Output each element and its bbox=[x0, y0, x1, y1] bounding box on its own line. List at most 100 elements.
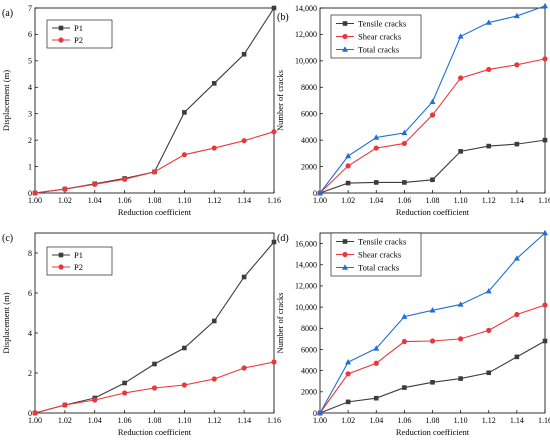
data-point bbox=[151, 169, 158, 175]
legend-marker bbox=[58, 37, 64, 43]
data-point bbox=[429, 98, 436, 105]
data-point bbox=[345, 399, 351, 405]
legend-marker bbox=[342, 33, 348, 40]
x-tick-label: 1.02 bbox=[341, 416, 355, 425]
x-tick-label: 1.06 bbox=[397, 416, 411, 425]
data-point bbox=[271, 359, 277, 365]
y-tick-label: 8000 bbox=[301, 324, 317, 333]
y-tick-label: 8 bbox=[28, 249, 32, 258]
y-tick-label: 10,000 bbox=[295, 303, 317, 312]
chart-panel-d: (d) 1.00 1.02 1.04 1.06 1.08 1.10 1.12 1.14 1.16 0… bbox=[275, 229, 550, 437]
series-line bbox=[34, 131, 275, 194]
legend-marker bbox=[342, 46, 348, 52]
legend-marker bbox=[342, 251, 348, 258]
legend-marker bbox=[342, 21, 348, 26]
x-tick-label: 1.04 bbox=[88, 416, 102, 425]
data-point bbox=[486, 143, 492, 149]
x-tick-label: 1.14 bbox=[237, 416, 251, 425]
legend-box bbox=[46, 246, 113, 276]
legend: Tensile cracks Shear cracks Total cracks bbox=[330, 232, 422, 277]
legend: Tensile cracks Shear cracks Total cracks bbox=[330, 14, 422, 59]
y-tick-label: 4000 bbox=[301, 366, 317, 375]
legend-label: Tensile cracks bbox=[358, 19, 406, 29]
data-point bbox=[241, 138, 247, 144]
data-point bbox=[542, 137, 548, 143]
legend-marker bbox=[58, 252, 64, 258]
x-tick-label: 1.14 bbox=[510, 416, 524, 425]
data-point bbox=[542, 229, 548, 236]
x-tick-label: 1.14 bbox=[237, 196, 251, 205]
legend-label: Total cracks bbox=[358, 263, 399, 273]
chart-panel-c: (c) 1.00 1.02 1.04 1.06 1.08 1.10 1.12 1.14 1.16 0… bbox=[1, 232, 281, 437]
y-tick-label: 16,000 bbox=[295, 239, 317, 248]
data-point bbox=[401, 129, 408, 136]
data-point bbox=[486, 370, 492, 376]
y-tick-label: 2000 bbox=[301, 388, 317, 397]
data-point bbox=[514, 62, 520, 68]
y-tick-label: 4 bbox=[28, 329, 32, 338]
data-point bbox=[430, 177, 435, 183]
data-point bbox=[514, 311, 520, 318]
y-tick-label: 3 bbox=[28, 110, 32, 119]
series-line bbox=[319, 139, 546, 194]
data-point bbox=[345, 163, 351, 169]
data-point bbox=[241, 51, 247, 57]
data-point bbox=[486, 66, 492, 73]
y-tick-label: 1 bbox=[28, 162, 32, 171]
x-axis-label: Reduction coefficient bbox=[118, 427, 192, 437]
x-tick-label: 1.00 bbox=[313, 416, 327, 425]
data-point bbox=[542, 302, 548, 308]
y-tick-label: 6 bbox=[28, 30, 32, 39]
data-point bbox=[485, 19, 492, 25]
data-point bbox=[458, 75, 464, 81]
x-axis-label: Reduction coefficient bbox=[396, 427, 470, 437]
y-tick-label: 7 bbox=[28, 4, 32, 13]
data-point bbox=[373, 395, 379, 401]
data-point bbox=[373, 345, 380, 351]
y-tick-label: 12,000 bbox=[295, 30, 317, 39]
x-tick-label: 1.16 bbox=[538, 416, 550, 425]
y-axis-label: Displacement (m) bbox=[1, 292, 11, 353]
data-point bbox=[401, 313, 408, 319]
x-tick-label: 1.12 bbox=[207, 416, 221, 425]
x-tick-label: 1.16 bbox=[538, 196, 550, 205]
data-point bbox=[92, 397, 98, 403]
x-tick-label: 1.00 bbox=[28, 416, 42, 425]
y-tick-label: 4 bbox=[28, 83, 32, 92]
y-tick-label: 0 bbox=[28, 189, 32, 198]
x-tick-label: 1.04 bbox=[88, 196, 102, 205]
x-tick-label: 1.08 bbox=[148, 196, 162, 205]
data-point bbox=[373, 180, 379, 185]
data-point bbox=[429, 112, 436, 118]
data-point bbox=[271, 239, 277, 245]
data-point bbox=[345, 358, 352, 365]
legend-marker bbox=[342, 239, 348, 244]
y-tick-label: 2 bbox=[28, 369, 32, 378]
data-point bbox=[458, 336, 464, 342]
data-point bbox=[211, 81, 217, 86]
y-axis-label: Displacement (m) bbox=[1, 70, 11, 131]
panel-label: (b) bbox=[277, 12, 289, 23]
x-axis-label: Reduction coefficient bbox=[118, 207, 192, 217]
data-point bbox=[514, 141, 520, 147]
data-point bbox=[241, 365, 247, 371]
legend-marker bbox=[58, 264, 64, 270]
data-point bbox=[122, 176, 128, 182]
y-tick-label: 2000 bbox=[301, 162, 317, 171]
data-point bbox=[402, 180, 407, 185]
data-point bbox=[514, 354, 520, 360]
y-tick-label: 10,000 bbox=[295, 57, 317, 66]
x-tick-label: 1.06 bbox=[118, 196, 132, 205]
y-tick-label: 14,000 bbox=[295, 261, 317, 270]
data-point bbox=[542, 338, 548, 344]
x-tick-label: 1.14 bbox=[510, 196, 524, 205]
x-tick-label: 1.08 bbox=[148, 416, 162, 425]
legend-label: Total cracks bbox=[358, 45, 399, 55]
x-axis-label: Reduction coefficient bbox=[396, 207, 470, 217]
x-tick-label: 1.08 bbox=[426, 416, 440, 425]
panel-label: (a) bbox=[2, 8, 13, 19]
x-tick-label: 1.04 bbox=[369, 416, 383, 425]
data-point bbox=[486, 327, 492, 334]
data-point bbox=[429, 307, 436, 313]
